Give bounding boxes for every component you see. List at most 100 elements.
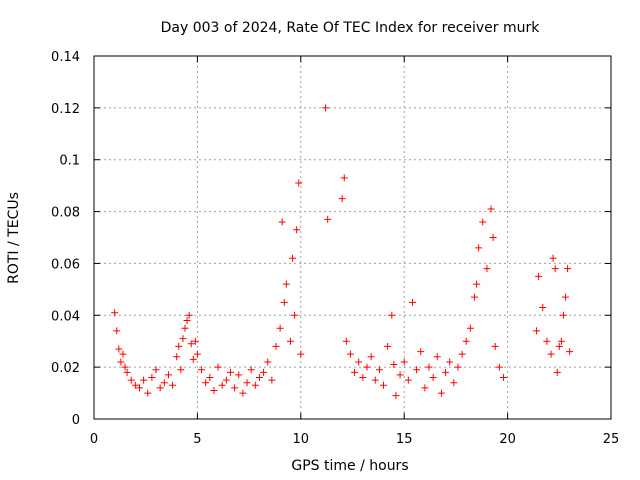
data-point <box>367 353 375 361</box>
data-point <box>202 379 210 387</box>
data-point <box>260 368 268 376</box>
grid <box>94 56 611 419</box>
data-point <box>185 311 193 319</box>
data-point <box>164 371 172 379</box>
data-point <box>152 366 160 374</box>
data-point <box>175 342 183 350</box>
data-point <box>135 384 143 392</box>
data-point <box>148 374 156 382</box>
data-point <box>295 179 303 187</box>
data-point <box>473 280 481 288</box>
data-point <box>231 384 239 392</box>
data-point <box>127 376 135 384</box>
data-point <box>404 376 412 384</box>
data-point <box>479 218 487 226</box>
data-point <box>177 366 185 374</box>
x-tick-label: 15 <box>396 432 413 447</box>
data-point <box>115 345 123 353</box>
data-point <box>293 226 301 234</box>
data-point <box>324 215 332 223</box>
data-point <box>396 371 404 379</box>
data-point <box>173 353 181 361</box>
data-point <box>400 358 408 366</box>
data-point <box>417 348 425 356</box>
data-point <box>483 265 491 273</box>
data-point <box>564 265 572 273</box>
y-tick-label: 0.08 <box>51 206 80 221</box>
data-point <box>413 366 421 374</box>
x-tick-label: 0 <box>90 432 98 447</box>
data-point <box>543 337 551 345</box>
data-point <box>280 298 288 306</box>
data-point <box>272 342 280 350</box>
data-point <box>206 374 214 382</box>
data-point <box>181 324 189 332</box>
data-point <box>338 195 346 203</box>
y-tick-label: 0.06 <box>51 257 80 272</box>
y-tick-label: 0.12 <box>51 102 80 117</box>
data-point <box>251 381 259 389</box>
data-point <box>371 376 379 384</box>
data-point <box>264 358 272 366</box>
x-tick-label: 20 <box>499 432 516 447</box>
data-point <box>144 389 152 397</box>
data-point <box>499 374 507 382</box>
data-points <box>111 104 574 400</box>
data-point <box>562 293 570 301</box>
y-tick-label: 0.14 <box>51 50 80 65</box>
chart-title: Day 003 of 2024, Rate Of TEC Index for r… <box>161 20 541 36</box>
data-point <box>214 363 222 371</box>
data-point <box>375 366 383 374</box>
data-point <box>169 381 177 389</box>
data-point <box>156 384 164 392</box>
data-point <box>446 358 454 366</box>
plot-frame <box>93 55 612 420</box>
data-point <box>392 392 400 400</box>
data-point <box>235 371 243 379</box>
data-point <box>286 337 294 345</box>
data-point <box>282 280 290 288</box>
data-point <box>421 384 429 392</box>
y-axis-label: ROTI / TECUs <box>6 192 22 284</box>
data-point <box>559 311 567 319</box>
data-point <box>191 337 199 345</box>
data-point <box>193 350 201 358</box>
data-point <box>121 363 129 371</box>
data-point <box>547 350 555 358</box>
data-point <box>533 327 541 335</box>
x-tick-label: 25 <box>603 432 620 447</box>
data-point <box>495 363 503 371</box>
x-tick-label: 5 <box>193 432 201 447</box>
data-point <box>437 389 445 397</box>
data-point <box>111 309 119 317</box>
data-point <box>189 355 197 363</box>
data-point <box>384 342 392 350</box>
x-tick-label: 10 <box>293 432 310 447</box>
data-point <box>555 342 563 350</box>
data-point <box>433 353 441 361</box>
data-point <box>425 363 433 371</box>
data-point <box>408 298 416 306</box>
data-point <box>340 174 348 182</box>
data-point <box>489 234 497 241</box>
data-point <box>278 218 286 226</box>
data-point <box>355 358 363 366</box>
data-point <box>342 337 350 345</box>
data-point <box>487 205 495 213</box>
data-point <box>289 254 297 262</box>
data-point <box>351 368 359 376</box>
data-point <box>429 374 437 382</box>
data-point <box>491 342 499 350</box>
data-point <box>539 304 547 312</box>
data-point <box>535 272 543 280</box>
y-tick-label: 0.1 <box>59 154 80 169</box>
data-point <box>297 350 305 358</box>
data-point <box>119 350 127 358</box>
data-point <box>198 366 206 374</box>
data-point <box>553 368 561 376</box>
data-point <box>239 389 247 397</box>
data-point <box>243 379 251 387</box>
data-point <box>363 363 371 371</box>
data-point <box>276 324 284 332</box>
